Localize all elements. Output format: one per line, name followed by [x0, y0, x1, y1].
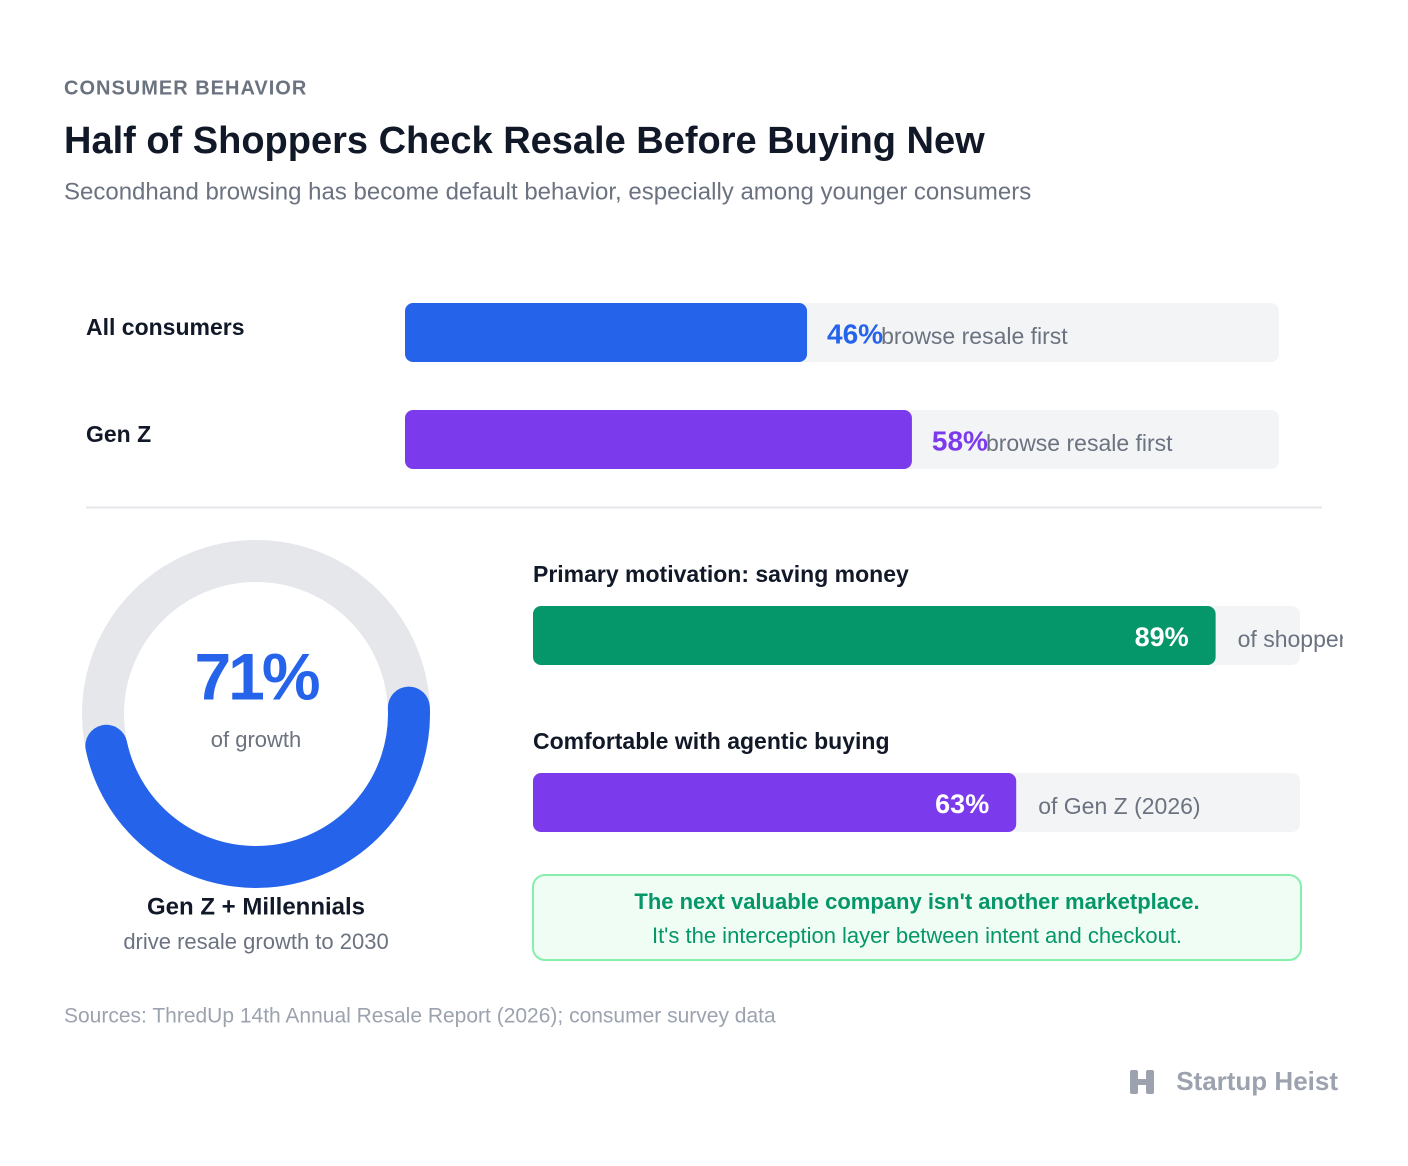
bar-label: All consumers [86, 314, 245, 340]
callout-line: It's the interception layer between inte… [652, 923, 1182, 948]
donut-caption: of growth [211, 727, 302, 752]
value-label: 46% [827, 318, 883, 349]
donut-value: 71% [194, 639, 318, 713]
bar-note: of Gen Z (2026) [1038, 793, 1200, 819]
stat-label: Comfortable with agentic buying [533, 728, 890, 754]
bar-label: Gen Z [86, 421, 151, 447]
subtitle: Secondhand browsing has become default b… [64, 178, 1031, 205]
stat-label: Primary motivation: saving money [533, 561, 909, 587]
bar [405, 410, 912, 469]
bar-note: browse resale first [881, 323, 1068, 349]
bar-note: browse resale first [986, 430, 1173, 456]
bar [405, 303, 808, 362]
source: Sources: ThredUp 14th Annual Resale Repo… [64, 1005, 776, 1028]
brand-icon [1130, 1070, 1154, 1094]
donut-subtitle: drive resale growth to 2030 [123, 929, 388, 954]
value-label: 63% [935, 789, 989, 819]
value-label: 89% [1135, 622, 1189, 652]
title: Half of Shoppers Check Resale Before Buy… [64, 120, 985, 162]
eyebrow: CONSUMER BEHAVIOR [64, 77, 307, 99]
bar [533, 606, 1216, 665]
brand: Startup Heist [1176, 1066, 1338, 1096]
bar-note: of shoppers [1238, 626, 1358, 652]
stat-bars: Primary motivation: saving money 89% of sh… [533, 561, 1358, 832]
callout-line: The next valuable company isn't another … [634, 889, 1199, 914]
donut-title: Gen Z + Millennials [147, 893, 365, 920]
callout-box [532, 874, 1302, 961]
bar [533, 773, 1017, 832]
value-label: 58% [932, 425, 988, 456]
donut-arc [85, 686, 430, 888]
